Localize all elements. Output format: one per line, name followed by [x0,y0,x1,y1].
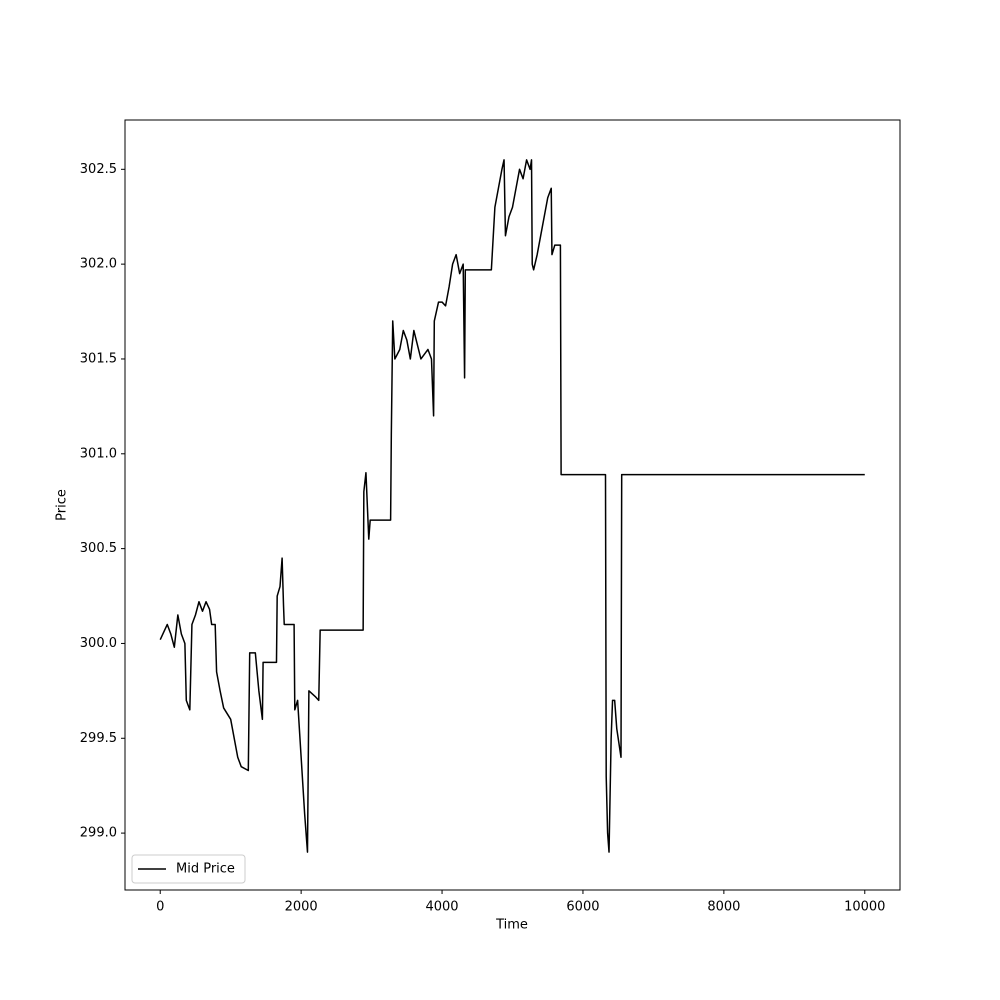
y-axis-label: Price [55,489,70,521]
y-tick-label: 299.0 [80,826,117,841]
y-tick-label: 301.5 [80,351,117,366]
line-series [159,159,865,853]
x-tick-label: 8000 [707,900,740,915]
x-axis-label: Time [495,918,528,933]
y-tick-label: 300.0 [80,636,117,651]
y-tick-label: 299.5 [80,731,117,746]
legend-label: Mid Price [176,862,235,877]
x-tick-label: 4000 [425,900,458,915]
y-tick-label: 300.5 [80,541,117,556]
legend-box [131,854,246,884]
plot-frame [124,119,901,891]
y-tick-label: 302.0 [80,257,117,272]
x-tick-label: 10000 [844,900,885,915]
x-tick-label: 0 [156,900,164,915]
y-tick-label: 301.0 [80,446,117,461]
x-tick-label: 2000 [285,900,318,915]
y-tick-label: 302.5 [80,162,117,177]
x-tick-label: 6000 [566,900,599,915]
